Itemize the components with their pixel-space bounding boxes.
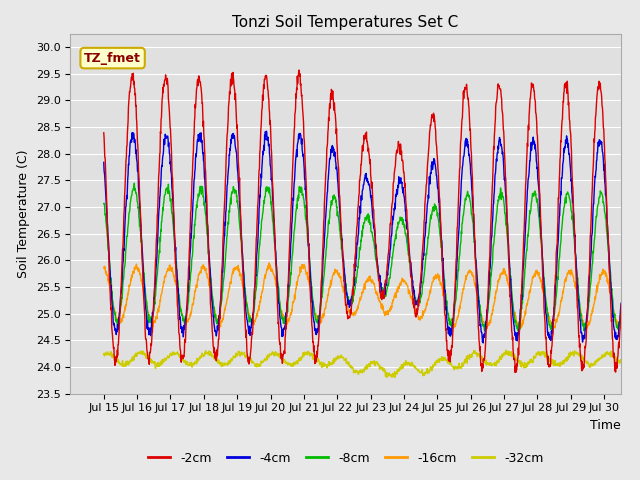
Text: TZ_fmet: TZ_fmet: [84, 51, 141, 65]
Y-axis label: Soil Temperature (C): Soil Temperature (C): [17, 149, 30, 278]
Legend: -2cm, -4cm, -8cm, -16cm, -32cm: -2cm, -4cm, -8cm, -16cm, -32cm: [143, 447, 548, 469]
Title: Tonzi Soil Temperatures Set C: Tonzi Soil Temperatures Set C: [232, 15, 459, 30]
X-axis label: Time: Time: [590, 419, 621, 432]
